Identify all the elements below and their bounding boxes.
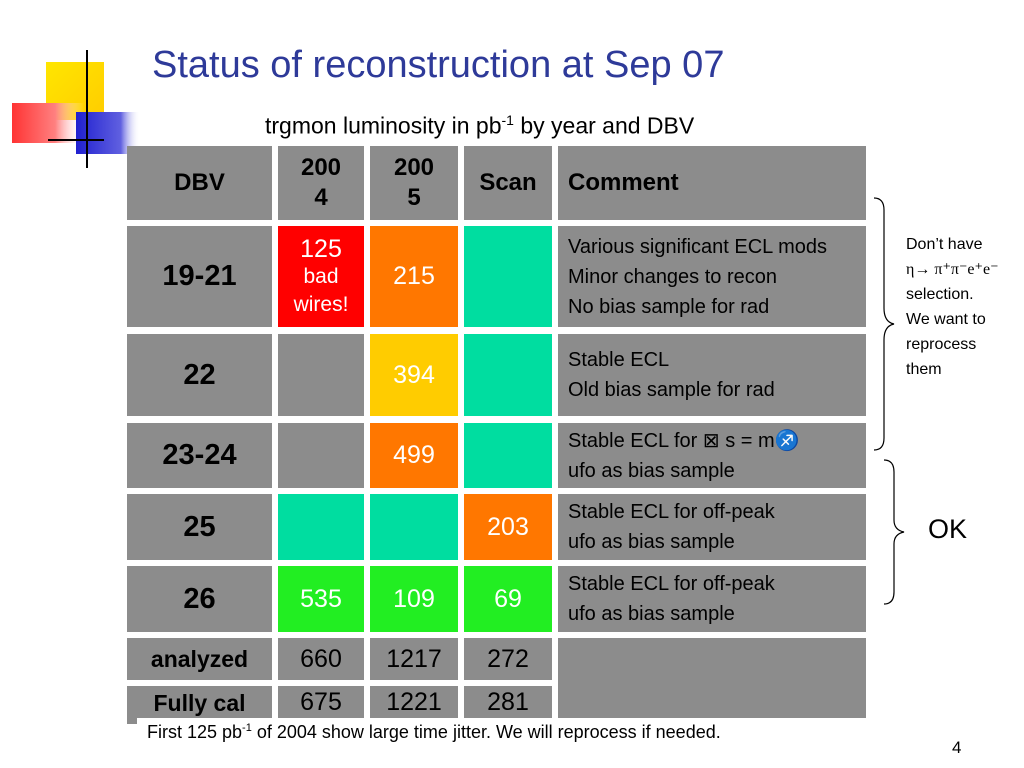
fullycal-scan: 281 [464, 686, 552, 724]
header-comment: Comment [558, 146, 866, 220]
cell-comment: Various significant ECL mods Minor change… [558, 226, 866, 327]
cell-scan: 203 [464, 494, 552, 560]
analyzed-2005: 1217 [370, 638, 458, 680]
cell-scan: 69 [464, 566, 552, 632]
side-note: Don’t have η→ π⁺π⁻e⁺e⁻ selection. We wan… [906, 236, 999, 378]
fullycal-2005: 1221 [370, 686, 458, 724]
cell-2004: 125 bad wires! [278, 226, 364, 327]
cell-2004 [278, 334, 364, 416]
header-scan: Scan [464, 146, 552, 220]
header-2005: 200 5 [370, 146, 458, 220]
cell-2004: 535 [278, 566, 364, 632]
analyzed-2004: 660 [278, 638, 364, 680]
header-dbv: DBV [127, 146, 272, 220]
luminosity-table: DBV 200 4 200 5 Scan Comment 19-21 125 bad… [127, 146, 870, 724]
empty-comment-cell [558, 638, 866, 724]
fullycal-2004: 675 [278, 686, 364, 724]
row-dbv: 25 [127, 494, 272, 560]
header-2004: 200 4 [278, 146, 364, 220]
cell-scan [464, 226, 552, 327]
table-caption: trgmon luminosity in pb-1 by year and DB… [265, 112, 695, 139]
cell-2005: 109 [370, 566, 458, 632]
cell-comment: Stable ECL for off-peak ufo as bias sampl… [558, 566, 866, 632]
analyzed-label: analyzed [127, 638, 272, 680]
row-dbv: 22 [127, 334, 272, 416]
footnote: First 125 pb-1 of 2004 show large time j… [137, 718, 881, 750]
page-number: 4 [952, 738, 962, 757]
cell-2005 [370, 494, 458, 560]
cell-scan [464, 423, 552, 488]
analyzed-scan: 272 [464, 638, 552, 680]
brace-upper [873, 197, 895, 451]
row-dbv: 23-24 [127, 423, 272, 488]
cell-comment: Stable ECL for off-peak ufo as bias sampl… [558, 494, 866, 560]
cell-comment: Stable ECL Old bias sample for rad [558, 334, 866, 416]
fullycal-label: Fully cal [127, 686, 272, 724]
page-title: Status of reconstruction at Sep 07 [152, 44, 725, 86]
cell-2005: 499 [370, 423, 458, 488]
brace-lower [883, 459, 905, 605]
cell-2004 [278, 423, 364, 488]
cell-2005: 394 [370, 334, 458, 416]
cell-2005: 215 [370, 226, 458, 327]
cell-comment: Stable ECL for ⊠ s = m♐ ufo as bias sampl… [558, 423, 866, 488]
slide-logo [12, 50, 140, 168]
ok-label: OK [928, 514, 968, 544]
cell-2004 [278, 494, 364, 560]
row-dbv: 26 [127, 566, 272, 632]
row-dbv: 19-21 [127, 226, 272, 327]
cell-scan [464, 334, 552, 416]
